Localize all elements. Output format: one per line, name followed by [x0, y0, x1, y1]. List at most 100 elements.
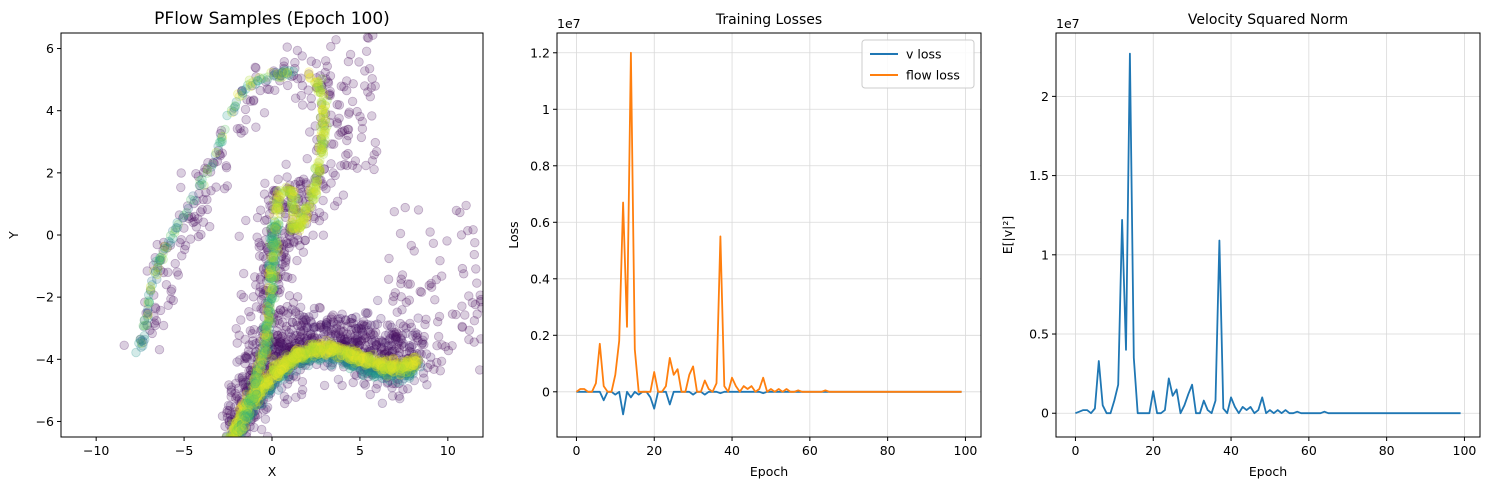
scatter-point	[331, 35, 341, 45]
scatter-point	[472, 278, 482, 288]
scatter-point	[313, 350, 323, 360]
scatter-point	[456, 230, 467, 240]
scatter-point	[393, 339, 403, 349]
scatter-point	[326, 338, 337, 348]
scatter-point	[294, 347, 304, 357]
scatter-point	[390, 378, 401, 389]
scatter-point	[293, 193, 304, 204]
scatter-point	[316, 175, 326, 185]
scatter-point	[332, 118, 343, 129]
scatter-point	[297, 339, 307, 349]
scatter-point	[311, 59, 322, 69]
scatter-point	[309, 322, 319, 333]
scatter-point	[271, 185, 281, 196]
scatter-point	[383, 377, 393, 387]
scatter-point	[412, 329, 423, 340]
scatter-point	[263, 286, 274, 296]
scatter-point	[341, 315, 351, 326]
scatter-point	[406, 358, 416, 369]
scatter-point	[258, 263, 269, 273]
scatter-point	[280, 212, 291, 223]
scatter-point	[277, 259, 287, 270]
scatter-point	[343, 148, 353, 159]
scatter-point	[242, 95, 252, 105]
scatter-point	[301, 336, 311, 347]
scatter-point	[256, 326, 266, 336]
scatter-point	[286, 332, 296, 342]
scatter-point	[268, 204, 278, 215]
scatter-point	[363, 336, 373, 347]
scatter-point	[358, 347, 368, 357]
scatter-point	[416, 358, 426, 369]
scatter-point	[230, 409, 240, 420]
scatter-point	[285, 351, 296, 361]
scatter-point	[336, 320, 346, 330]
scatter-point	[336, 81, 347, 91]
scatter-point	[341, 341, 352, 351]
scatter-point	[259, 108, 270, 118]
scatter-point	[393, 350, 403, 361]
y-tick-label: 0	[542, 384, 550, 399]
scatter-point	[280, 257, 291, 267]
scatter-point	[239, 417, 250, 427]
scatter-point	[322, 315, 332, 325]
scatter-point	[269, 371, 280, 381]
scatter-point	[232, 442, 241, 451]
scatter-point	[240, 104, 251, 115]
scatter-point	[267, 337, 278, 347]
scatter-point	[372, 146, 382, 157]
scatter-point	[283, 357, 293, 368]
scatter-point	[370, 320, 380, 330]
x-tick-label: 40	[724, 443, 740, 458]
scatter-point	[262, 343, 272, 353]
scatter-point	[248, 388, 259, 398]
scatter-point	[328, 324, 339, 334]
scatter-point	[284, 342, 294, 353]
scatter-point	[347, 96, 358, 107]
scatter-point	[434, 311, 445, 322]
scatter-point	[280, 338, 291, 348]
scatter-point	[258, 386, 268, 396]
scatter-point	[348, 337, 358, 347]
scatter-point	[291, 338, 302, 349]
scatter-point	[319, 164, 329, 174]
scatter-point	[321, 184, 331, 194]
scatter-point	[290, 338, 300, 349]
scatter-point	[264, 272, 275, 282]
scatter-point	[272, 272, 283, 282]
scatter-point	[273, 330, 283, 341]
scatter-point	[317, 82, 327, 93]
scatter-point	[251, 393, 261, 404]
scatter-point	[212, 156, 223, 167]
scatter-point	[360, 308, 371, 318]
scatter-point	[297, 187, 307, 198]
scatter-point	[334, 317, 344, 327]
scatter-point	[284, 346, 294, 356]
scatter-point	[387, 347, 398, 357]
scatter-point	[367, 111, 377, 121]
scatter-point	[288, 298, 299, 308]
legend-label: v loss	[906, 47, 942, 62]
scatter-point	[387, 352, 397, 362]
scatter-point	[253, 391, 264, 401]
scatter-point	[272, 375, 282, 385]
scatter-point	[149, 311, 159, 322]
scatter-point	[269, 243, 279, 253]
scatter-point	[380, 356, 390, 366]
scatter-point	[311, 82, 322, 93]
scatter-point	[403, 384, 413, 394]
scatter-point	[283, 372, 294, 382]
scatter-point	[280, 398, 290, 409]
scatter-point	[193, 231, 204, 242]
scatter-point	[196, 229, 206, 240]
scatter-point	[225, 468, 234, 477]
scatter-point	[316, 140, 327, 151]
scatter-point	[248, 413, 258, 423]
scatter-point	[361, 332, 371, 343]
scatter-point	[152, 239, 162, 250]
scatter-point	[274, 358, 284, 368]
scatter-point	[295, 326, 306, 336]
scatter-point	[240, 419, 251, 429]
scatter-point	[419, 373, 429, 383]
